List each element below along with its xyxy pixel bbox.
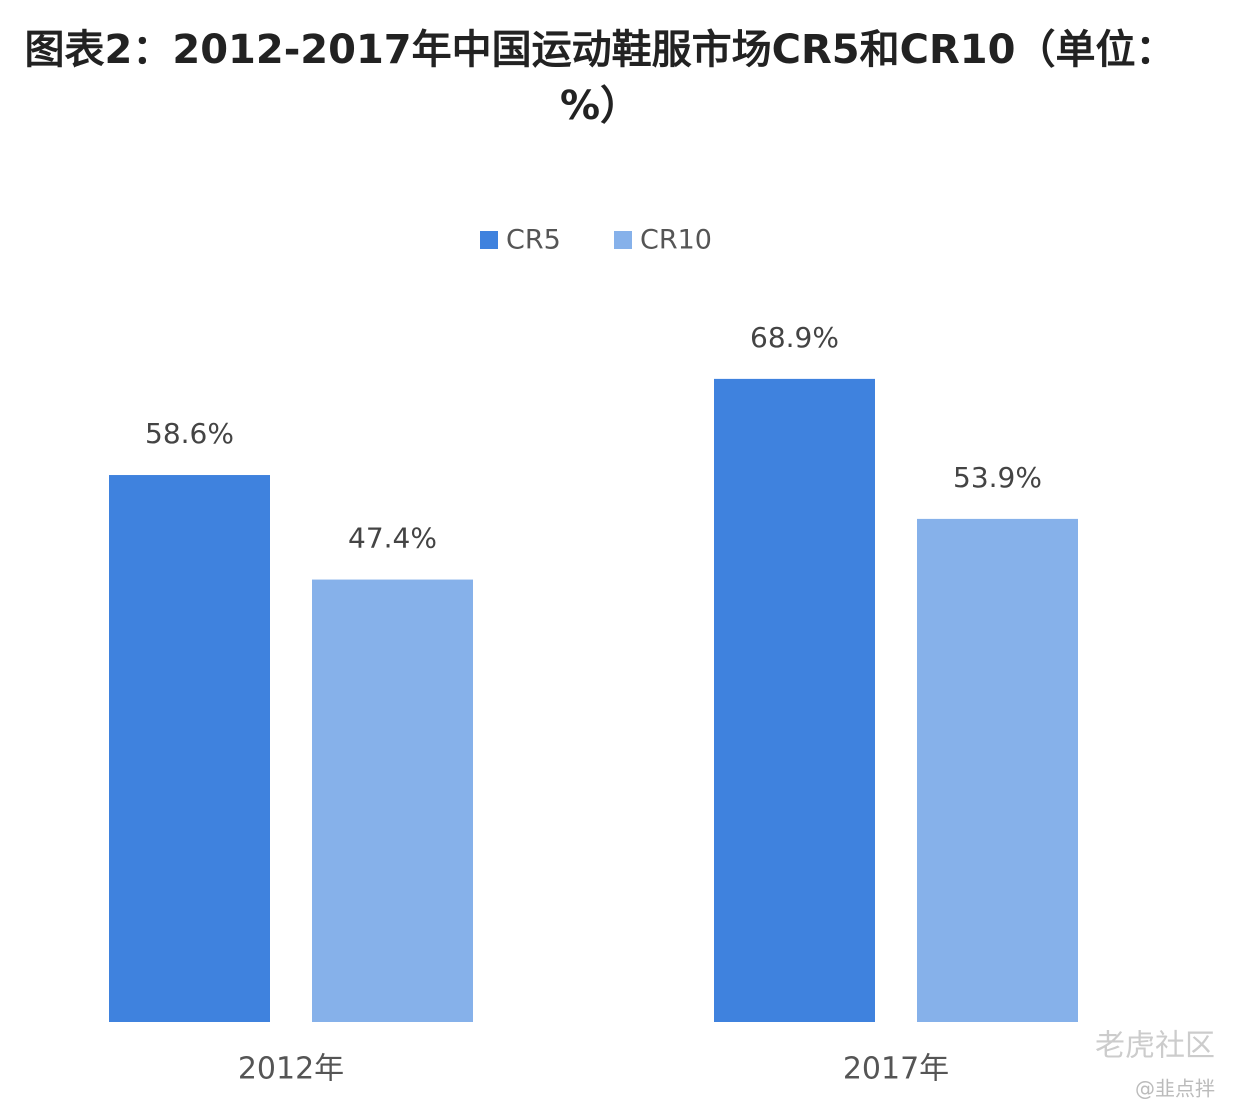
bar [312, 579, 473, 1022]
bar [714, 378, 875, 1022]
legend-swatch [480, 231, 498, 249]
x-tick-label: 2017年 [843, 1052, 949, 1087]
data-label: 68.9% [750, 321, 839, 354]
legend-label: CR10 [640, 225, 712, 256]
bar [917, 518, 1078, 1022]
chart-title: 图表2：2012-2017年中国运动鞋服市场CR5和CR10（单位：%） [24, 27, 1176, 129]
credit: @韭点拌 [1135, 1077, 1215, 1101]
bar [109, 475, 270, 1022]
legend-swatch [614, 231, 632, 249]
data-label: 47.4% [348, 522, 437, 555]
legend-label: CR5 [506, 225, 561, 256]
watermark: 老虎社区 [1095, 1029, 1215, 1064]
data-label: 53.9% [953, 461, 1042, 494]
data-label: 58.6% [145, 417, 234, 450]
x-tick-label: 2012年 [238, 1052, 344, 1087]
